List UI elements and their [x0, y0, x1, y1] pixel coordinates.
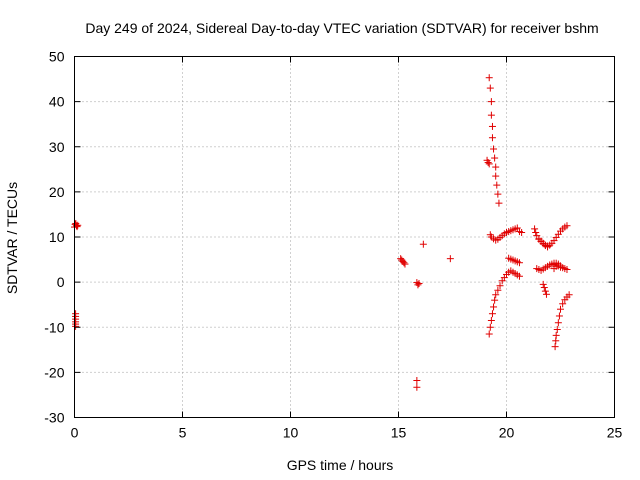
data-point: [419, 240, 427, 248]
data-point: [487, 98, 495, 106]
data-point: [492, 291, 500, 299]
y-tick-label: 50: [49, 49, 65, 65]
y-tick-label: 30: [49, 139, 65, 155]
data-point: [487, 111, 495, 119]
data-point: [513, 224, 521, 232]
data-point: [557, 263, 564, 271]
data-point: [488, 134, 496, 142]
data-point: [488, 122, 496, 130]
data-point: [541, 287, 549, 295]
data-point: [552, 331, 560, 339]
data-point: [539, 280, 547, 288]
data-point: [485, 330, 493, 338]
data-point: [486, 323, 494, 331]
x-tick-label: 10: [283, 425, 299, 441]
data-point: [496, 282, 504, 290]
data-point: [485, 74, 493, 82]
data-point: [490, 145, 498, 153]
x-axis-label: GPS time / hours: [287, 457, 394, 473]
data-point: [557, 305, 564, 313]
data-point: [484, 159, 492, 167]
data-point: [494, 190, 502, 198]
data-point: [486, 84, 494, 92]
chart-title: Day 249 of 2024, Sidereal Day-to-day VTE…: [85, 20, 598, 36]
data-point: [563, 265, 571, 273]
y-tick-label: -20: [44, 364, 64, 380]
data-point: [532, 228, 540, 236]
x-tick-label: 20: [499, 425, 515, 441]
data-point: [531, 225, 539, 233]
y-tick-label: -30: [44, 410, 64, 426]
axis-ticks: [74, 56, 615, 418]
y-tick-label: 40: [49, 94, 65, 110]
data-point: [413, 383, 421, 391]
data-point: [414, 281, 422, 289]
x-tick-label: 15: [391, 425, 407, 441]
data-point: [540, 284, 548, 292]
data-point: [493, 181, 501, 189]
data-point: [559, 300, 567, 308]
data-point: [494, 286, 502, 294]
data-point: [488, 310, 496, 318]
data-point: [515, 259, 523, 267]
data-point: [555, 312, 563, 320]
tick-labels: 0 5 10 15 20 25 -30 -20 -10 0 10 20 30 40 50: [44, 49, 622, 441]
data-point: [400, 259, 408, 267]
data-point: [551, 343, 559, 351]
x-tick-label: 5: [179, 425, 187, 441]
y-tick-label: 10: [49, 229, 65, 245]
data-point: [74, 221, 82, 229]
data-point: [413, 376, 421, 384]
data-point: [487, 316, 495, 324]
data-point: [491, 154, 499, 162]
data-points: [71, 74, 573, 391]
x-tick-label: 0: [71, 425, 79, 441]
data-point: [495, 199, 503, 207]
data-point: [554, 319, 562, 327]
data-point: [415, 279, 423, 287]
data-point: [490, 303, 498, 311]
data-point: [401, 260, 409, 268]
y-tick-label: -10: [44, 319, 64, 335]
grid-layer: [74, 56, 615, 418]
y-axis-label: SDTVAR / TECUs: [4, 182, 20, 294]
data-point: [518, 228, 526, 236]
data-point: [485, 160, 493, 168]
data-point: [492, 163, 500, 171]
data-point: [72, 322, 80, 330]
data-point: [553, 326, 561, 334]
y-tick-label: 0: [57, 274, 65, 290]
data-point: [446, 255, 454, 263]
x-tick-label: 25: [607, 425, 623, 441]
data-point: [565, 291, 573, 299]
data-point: [515, 272, 523, 280]
y-tick-label: 20: [49, 184, 65, 200]
data-point: [492, 172, 500, 180]
data-point: [563, 222, 571, 230]
data-point: [491, 296, 499, 304]
data-point: [542, 290, 550, 298]
